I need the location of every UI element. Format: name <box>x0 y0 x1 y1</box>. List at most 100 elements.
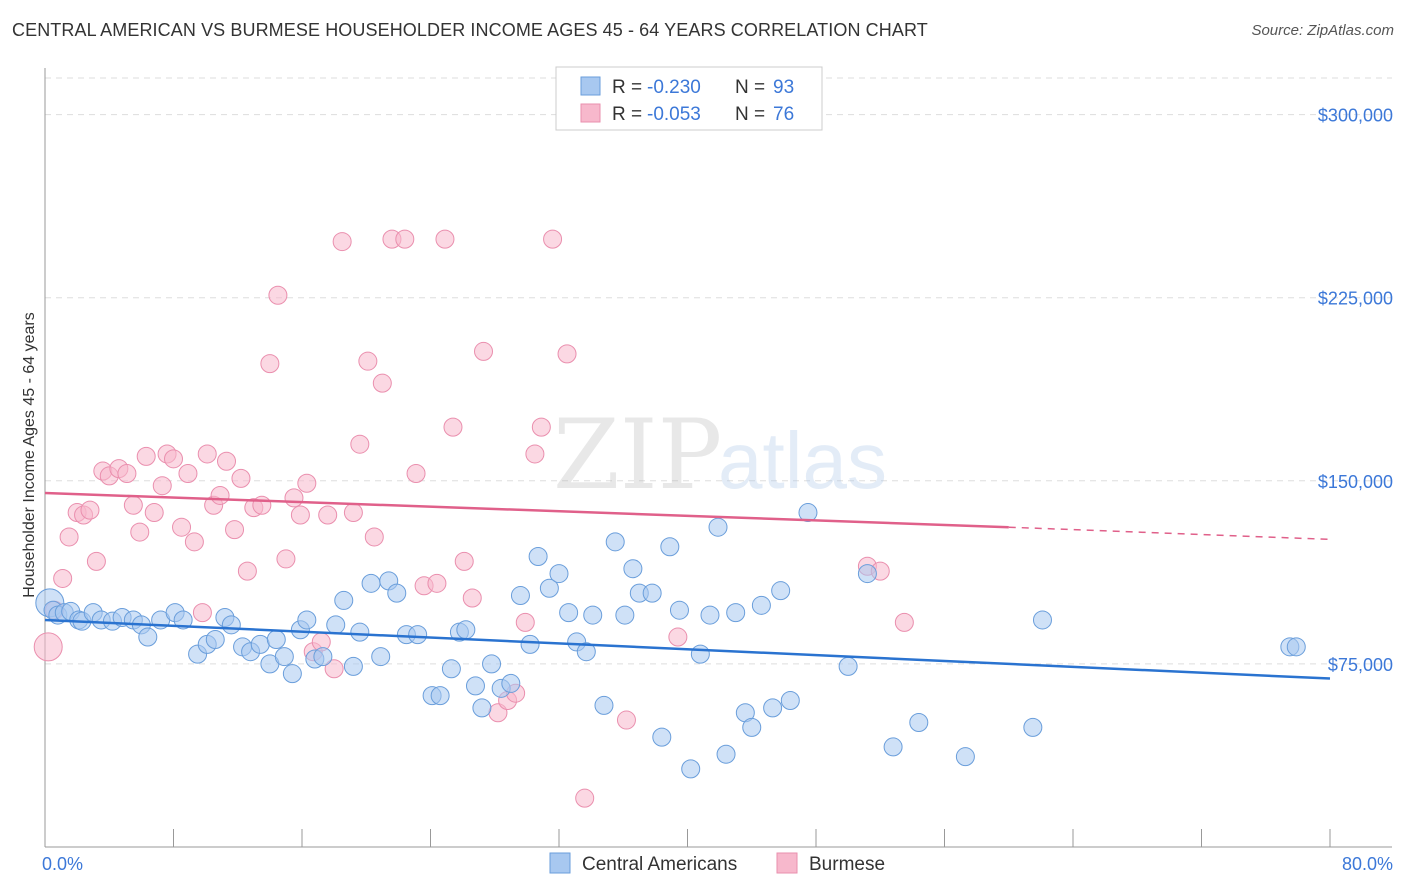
central-americans-point-85 <box>857 564 877 584</box>
legend-r-label-1: R = <box>612 77 642 98</box>
central-americans-point-78 <box>742 717 762 737</box>
y-tick-label-1: $150,000 <box>1318 472 1393 492</box>
burmese-point-43 <box>343 503 363 523</box>
burmese-point-29 <box>237 561 257 581</box>
burmese-point-61 <box>515 612 535 632</box>
burmese-point-22 <box>192 603 212 623</box>
burmese-point-46 <box>364 527 384 547</box>
burmese-point-12 <box>123 495 143 515</box>
burmese-points <box>33 229 914 808</box>
burmese-point-6 <box>80 500 100 520</box>
central-americans-point-13 <box>138 627 158 647</box>
burmese-point-16 <box>152 476 172 496</box>
burmese-point-36 <box>290 505 310 525</box>
y-tick-label-0: $75,000 <box>1328 655 1393 675</box>
trend-lines <box>44 491 1331 680</box>
x-tick-label-1: 80.0% <box>1342 854 1393 874</box>
central-americans-point-73 <box>700 605 720 625</box>
burmese-point-63 <box>531 417 551 437</box>
burmese-point-40 <box>318 505 338 525</box>
axes <box>44 68 1392 848</box>
central-americans-point-79 <box>751 595 771 615</box>
burmese-point-67 <box>616 710 636 730</box>
burmese-point-19 <box>172 517 192 537</box>
central-americans-point-50 <box>482 654 502 674</box>
burmese-point-68 <box>668 627 688 647</box>
central-americans-point-34 <box>334 590 354 610</box>
burmese-point-0 <box>33 632 63 662</box>
burmese-point-65 <box>557 344 577 364</box>
watermark: ZIP atlas <box>553 399 887 511</box>
central-americans-point-87 <box>909 712 929 732</box>
central-americans-point-84 <box>838 656 858 676</box>
burmese-point-35 <box>284 488 304 508</box>
central-americans-point-47 <box>456 620 476 640</box>
central-americans-point-70 <box>669 600 689 620</box>
burmese-point-47 <box>372 373 392 393</box>
central-americans-point-33 <box>326 615 346 635</box>
central-americans-point-42 <box>408 625 428 645</box>
central-americans-point-48 <box>465 676 485 696</box>
central-americans-point-64 <box>615 605 635 625</box>
central-americans-point-36 <box>350 622 370 642</box>
burmese-point-14 <box>136 446 156 466</box>
burmese-point-25 <box>210 485 230 505</box>
x-tick-label-0: 0.0% <box>42 854 83 874</box>
burmese-point-50 <box>406 463 426 483</box>
burmese-point-44 <box>350 434 370 454</box>
central-americans-point-26 <box>266 629 286 649</box>
y-tick-label-3: $300,000 <box>1318 106 1393 126</box>
central-americans-point-80 <box>763 698 783 718</box>
burmese-point-56 <box>462 588 482 608</box>
central-americans-point-69 <box>660 537 680 557</box>
legend-n-label-2: N = <box>735 104 765 125</box>
legend-r-value-2: -0.053 <box>647 104 701 125</box>
correlation-legend: R = -0.230 N = 93 R = -0.053 N = 76 <box>555 66 823 131</box>
central-americans-point-56 <box>539 578 559 598</box>
central-americans-point-92 <box>1286 637 1306 657</box>
central-americans-point-16 <box>173 610 193 630</box>
y-tick-label-2: $225,000 <box>1318 289 1393 309</box>
central-americans-point-38 <box>371 647 391 667</box>
legend-n-value-1: 93 <box>773 77 794 98</box>
burmese-point-64 <box>543 229 563 249</box>
central-americans-point-72 <box>690 644 710 664</box>
bottom-legend-swatch-blue <box>549 852 571 874</box>
watermark-zip: ZIP <box>553 399 722 511</box>
central-americans-point-44 <box>430 686 450 706</box>
central-americans-point-83 <box>798 503 818 523</box>
central-americans-point-35 <box>343 656 363 676</box>
central-americans-point-57 <box>549 564 569 584</box>
burmese-trend-line <box>44 491 1009 529</box>
central-americans-point-54 <box>520 634 540 654</box>
burmese-point-45 <box>358 351 378 371</box>
central-americans-point-89 <box>1023 717 1043 737</box>
burmese-point-49 <box>395 229 415 249</box>
chart-source: Source: ZipAtlas.com <box>1251 22 1394 39</box>
burmese-point-31 <box>252 495 272 515</box>
burmese-point-26 <box>217 451 237 471</box>
tick-labels: $75,000 $150,000 $225,000 $300,000 0.0% 80.0% <box>42 106 1393 874</box>
central-americans-point-65 <box>623 559 643 579</box>
y-axis-label: Householder Income Ages 45 - 64 years <box>21 312 38 598</box>
burmese-point-34 <box>276 549 296 569</box>
series-legend: Central Americans Burmese <box>549 852 885 875</box>
central-americans-point-67 <box>642 583 662 603</box>
central-americans-point-81 <box>771 581 791 601</box>
central-americans-point-21 <box>221 615 241 635</box>
central-americans-point-86 <box>883 737 903 757</box>
watermark-atlas: atlas <box>718 416 887 505</box>
central-americans-point-61 <box>583 605 603 625</box>
legend-swatch-blue <box>580 76 601 96</box>
central-americans-point-49 <box>472 698 492 718</box>
central-americans-point-27 <box>274 647 294 667</box>
legend-r-value-1: -0.230 <box>647 77 701 98</box>
burmese-point-41 <box>324 659 344 679</box>
legend-swatch-pink <box>580 103 601 123</box>
central-americans-point-37 <box>361 573 381 593</box>
central-americans-point-58 <box>559 603 579 623</box>
central-americans-point-63 <box>605 532 625 552</box>
central-americans-point-68 <box>652 727 672 747</box>
central-americans-point-53 <box>510 586 530 606</box>
